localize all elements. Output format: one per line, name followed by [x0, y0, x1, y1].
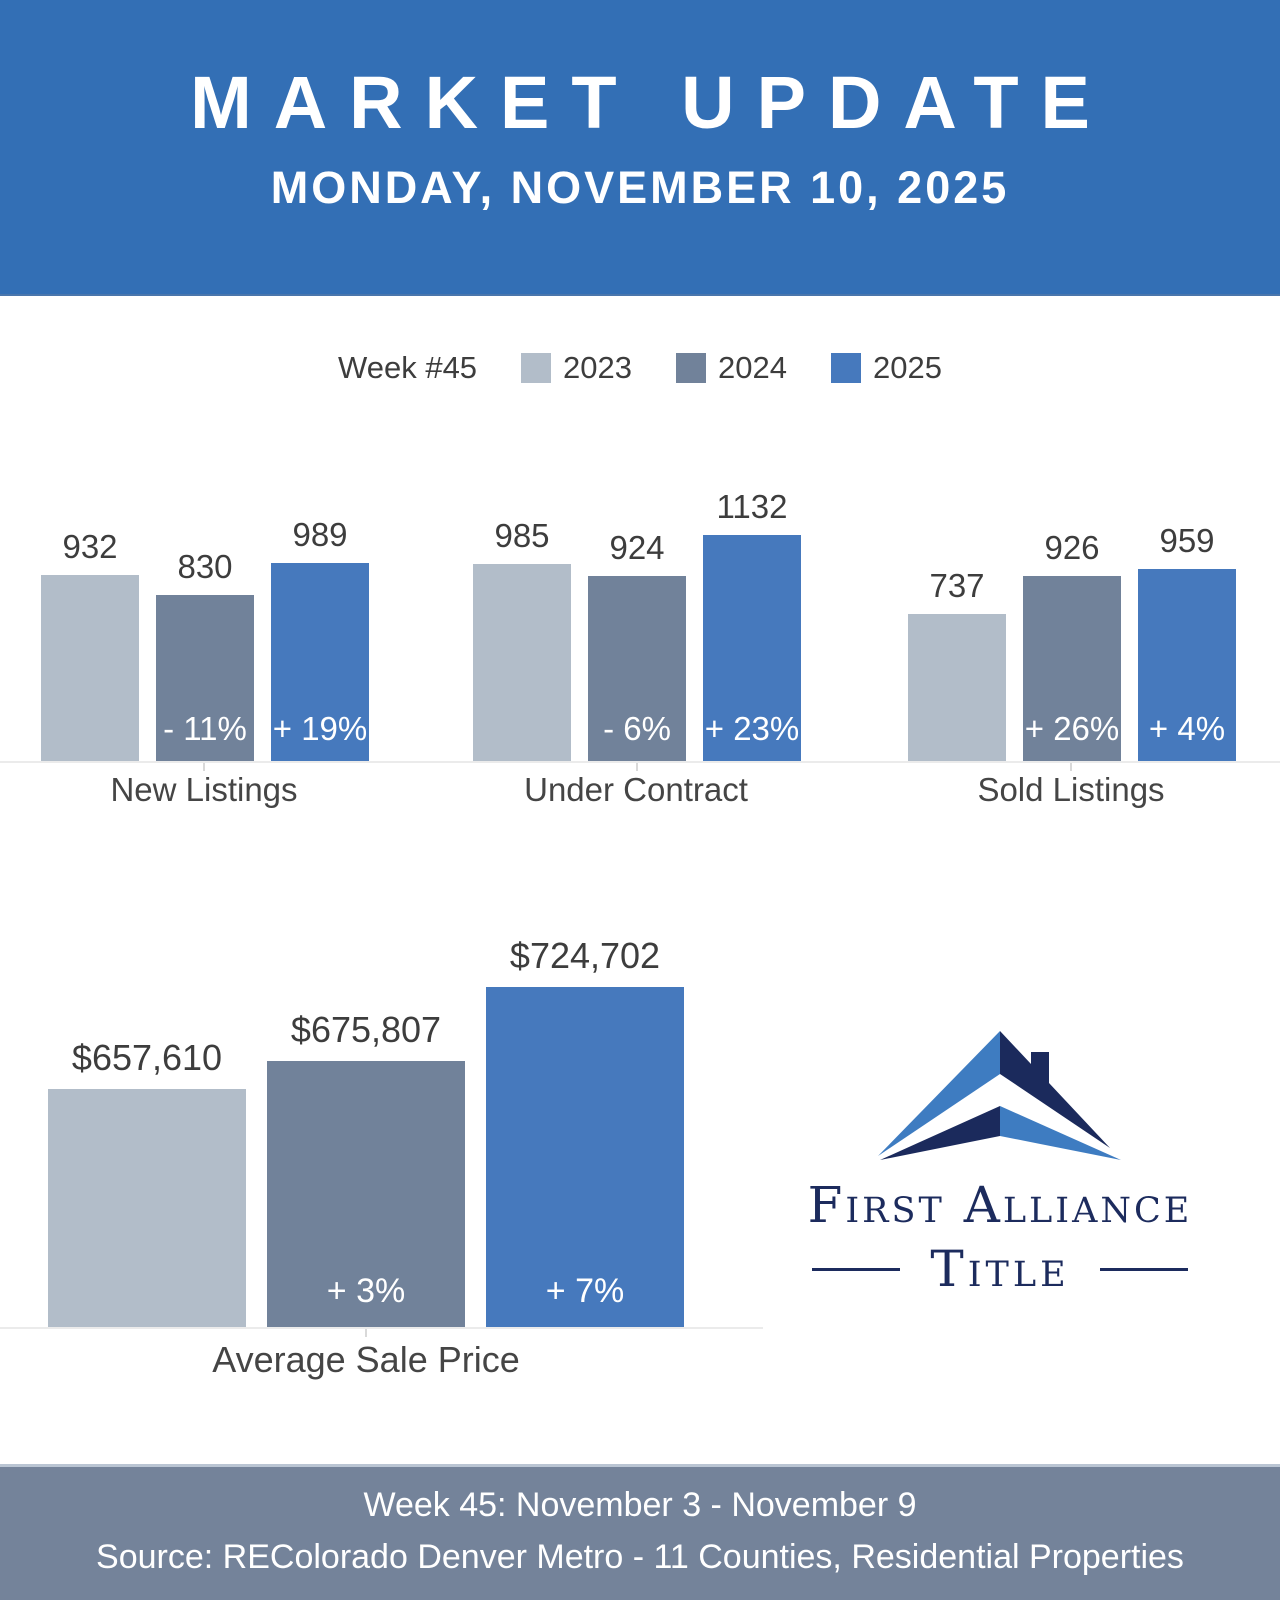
legend-item-2025: 2025 — [830, 350, 942, 386]
bar-percent-change-label: - 11% — [163, 710, 247, 747]
legend-swatch-2023 — [521, 353, 552, 383]
bar-percent-change-label: + 7% — [545, 1272, 625, 1310]
legend-swatch-2024 — [676, 353, 707, 383]
chart-title-under-contract: Under Contract — [524, 771, 748, 808]
header-date: MONDAY, NOVEMBER 10, 2025 — [270, 161, 1010, 213]
bar-value-label: 932 — [62, 528, 118, 565]
axis-tick — [365, 1329, 367, 1337]
chart-title-sold-listings: Sold Listings — [977, 771, 1165, 808]
bar-group-2025: 959 + 4% — [1138, 522, 1236, 761]
bar-group-2024: 924 - 6% — [588, 529, 686, 761]
axis-tick — [636, 763, 638, 771]
chart-sold-listings: 737 926 + 26% 959 + 4% — [908, 461, 1236, 761]
chart-average-sale-price: $657,610 $675,807 + 3% $724,702 + 7% — [48, 900, 684, 1327]
logo-rule-left-icon — [812, 1267, 901, 1271]
bar-group-2023: 932 — [41, 528, 139, 761]
footer-week-range: Week 45: November 3 - November 9 — [363, 1486, 917, 1524]
axis-baseline-price — [0, 1327, 763, 1329]
bar-percent-change-label: + 23% — [704, 710, 800, 747]
bar-2025: + 7% — [486, 987, 684, 1327]
bar-2023 — [41, 575, 139, 761]
bar-2023 — [473, 564, 571, 761]
chart-under-contract: 985 924 - 6% 1132 + 23% — [473, 461, 801, 761]
bar-group-2023: $657,610 — [48, 1037, 246, 1327]
bar-percent-change-label: + 3% — [326, 1272, 406, 1310]
bar-value-label: 926 — [1044, 529, 1100, 566]
page-title: MARKET UPDATE — [190, 61, 1112, 144]
bar-value-label: 989 — [292, 516, 348, 553]
bar-2025: + 19% — [271, 563, 369, 761]
logo-title-word: Title — [930, 1240, 1070, 1298]
bar-percent-change-label: + 19% — [272, 710, 368, 747]
legend-year-label-2025: 2025 — [872, 350, 942, 385]
bar-percent-change-label: + 26% — [1024, 710, 1120, 747]
axis-baseline-top — [0, 761, 1280, 763]
bar-value-label: 830 — [177, 548, 233, 585]
bar-group-2024: 926 + 26% — [1023, 529, 1121, 761]
bar-2025: + 23% — [703, 535, 801, 761]
legend-swatch-2025 — [830, 353, 861, 383]
legend-item-2024: 2024 — [676, 350, 787, 386]
bar-group-2025: 989 + 19% — [271, 516, 369, 761]
bar-group-2025: 1132 + 23% — [703, 488, 801, 761]
bar-value-label: 959 — [1159, 522, 1215, 559]
bar-value-label: $724,702 — [509, 935, 661, 976]
bar-group-2025: $724,702 + 7% — [486, 935, 684, 1327]
legend-year-label-2023: 2023 — [563, 350, 633, 385]
chart-title-average-sale-price: Average Sale Price — [212, 1339, 520, 1380]
bar-2023 — [48, 1089, 246, 1327]
bar-2024: + 3% — [267, 1061, 465, 1327]
footer-banner: Week 45: November 3 - November 9 Source:… — [0, 1464, 1280, 1600]
logo-company-name: First Alliance — [807, 1176, 1193, 1234]
bar-value-label: 924 — [609, 529, 665, 566]
bar-2024: - 6% — [588, 576, 686, 761]
legend-week-label: Week #45 — [338, 350, 478, 385]
axis-tick — [1070, 763, 1072, 771]
bar-2025: + 4% — [1138, 569, 1236, 761]
bar-value-label: $675,807 — [290, 1009, 442, 1050]
bar-2023 — [908, 614, 1006, 761]
bar-value-label: 1132 — [716, 488, 788, 525]
bar-value-label: $657,610 — [71, 1037, 223, 1078]
bar-2024: + 26% — [1023, 576, 1121, 761]
logo-title-row: Title — [780, 1240, 1220, 1298]
bar-percent-change-label: + 4% — [1148, 710, 1226, 747]
bar-group-2024: $675,807 + 3% — [267, 1009, 465, 1327]
roof-house-icon — [878, 1031, 1121, 1160]
legend-item-2023: 2023 — [521, 350, 632, 386]
header-banner: MARKET UPDATE MONDAY, NOVEMBER 10, 2025 — [0, 0, 1280, 296]
axis-tick — [203, 763, 205, 771]
bar-group-2023: 985 — [473, 517, 571, 761]
bar-percent-change-label: - 6% — [603, 710, 671, 747]
legend-year-label-2024: 2024 — [718, 350, 787, 385]
chart-title-new-listings: New Listings — [110, 771, 298, 808]
bar-group-2023: 737 — [908, 567, 1006, 761]
logo-rule-right-icon — [1099, 1267, 1188, 1271]
footer-source: Source: REColorado Denver Metro - 11 Cou… — [96, 1538, 1184, 1576]
bar-group-2024: 830 - 11% — [156, 548, 254, 761]
bar-value-label: 985 — [494, 517, 550, 554]
bar-2024: - 11% — [156, 595, 254, 761]
chart-legend: Week #45 2023 2024 2025 — [0, 350, 1280, 386]
bar-value-label: 737 — [929, 567, 985, 604]
chart-new-listings: 932 830 - 11% 989 + 19% — [41, 461, 369, 761]
